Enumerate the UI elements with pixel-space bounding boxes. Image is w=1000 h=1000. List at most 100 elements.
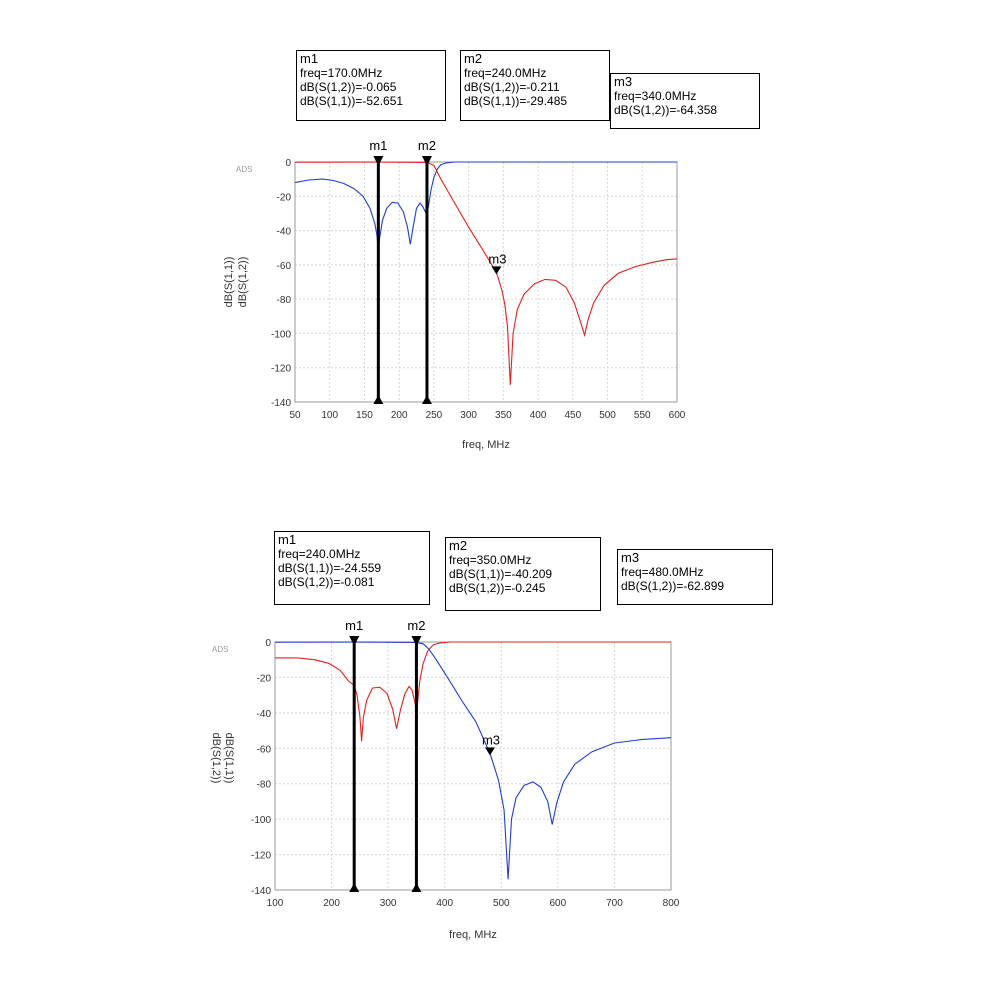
y-tick-label: -100 xyxy=(251,815,271,826)
y-tick-label: -100 xyxy=(271,329,291,340)
y-tick-label: 0 xyxy=(265,638,271,649)
readout-line: freq=340.0MHz xyxy=(614,89,697,103)
y-tick-label: -20 xyxy=(257,673,272,684)
grid xyxy=(294,161,678,403)
y-tick-label: -120 xyxy=(251,851,271,862)
readout-title: m1 xyxy=(300,51,319,66)
readout-line: dB(S(1,2))=-62.899 xyxy=(621,579,725,593)
y-tick-label: -80 xyxy=(277,295,292,306)
readout-line: freq=240.0MHz xyxy=(464,66,547,80)
marker-triangle-top-m1 xyxy=(373,156,384,166)
series-line-dbs12 xyxy=(274,641,672,880)
x-tick-label: 600 xyxy=(550,898,567,909)
readout-line: freq=240.0MHz xyxy=(278,547,361,561)
s-parameter-plot-2: ADS 100 200 300 400 500 600 700 800 0 -20 -40 -60 -80… xyxy=(0,500,1000,1000)
y-axis-label: dB(S(1,1)) xyxy=(223,257,235,308)
marker-label-m2: m2 xyxy=(407,618,425,633)
marker-triangle-m3 xyxy=(491,266,502,275)
readout-title: m2 xyxy=(464,51,483,66)
readout-line: freq=350.0MHz xyxy=(449,553,532,567)
plot-frame xyxy=(294,161,678,403)
x-tick-label: 700 xyxy=(606,898,623,909)
marker-readout-m1: m1 freq=240.0MHz dB(S(1,1))=-24.559 dB(S… xyxy=(274,531,430,605)
marker-triangle-top-m1 xyxy=(349,636,360,646)
readout-line: dB(S(1,2))=-0.065 xyxy=(300,80,397,94)
readout-line: dB(S(1,1))=-52.651 xyxy=(300,94,404,108)
y-tick-label: -40 xyxy=(257,709,272,720)
y-tick-label: -40 xyxy=(277,227,292,238)
marker-triangle-m3 xyxy=(484,747,495,756)
x-tick-label: 300 xyxy=(460,410,477,421)
x-axis-label: freq, MHz xyxy=(449,929,497,941)
y-tick-label: -140 xyxy=(271,398,291,409)
ads-watermark: ADS xyxy=(236,165,252,174)
x-tick-label: 200 xyxy=(391,410,408,421)
marker-label-m3: m3 xyxy=(488,251,506,266)
y-tick-label: -80 xyxy=(257,780,272,791)
marker-triangle-top-m2 xyxy=(421,156,432,166)
x-tick-label: 250 xyxy=(426,410,443,421)
x-tick-label: 500 xyxy=(599,410,616,421)
y-tick-label: -120 xyxy=(271,364,291,375)
marker-label-m1: m1 xyxy=(345,618,363,633)
marker-readout-m2: m2 freq=240.0MHz dB(S(1,2))=-0.211 dB(S(… xyxy=(460,50,610,121)
series-line-dbs11 xyxy=(294,161,677,253)
s-parameter-plot-1: ADS 50 100 150 200 250 300 350 400 450 500 550 600 0 -… xyxy=(223,50,760,451)
x-tick-label: 400 xyxy=(530,410,547,421)
readout-line: freq=480.0MHz xyxy=(621,565,704,579)
y-axis-label: dB(S(1,2)) xyxy=(237,257,249,308)
readout-line: dB(S(1,1))=-29.485 xyxy=(464,94,568,108)
readout-title: m3 xyxy=(621,550,640,565)
readout-line: dB(S(1,2))=-64.358 xyxy=(614,103,718,117)
y-tick-label: -140 xyxy=(251,886,271,897)
marker-readout-m1: m1 freq=170.0MHz dB(S(1,2))=-0.065 dB(S(… xyxy=(296,50,446,121)
marker-triangle-bottom-m1 xyxy=(349,883,360,892)
y-tick-label: 0 xyxy=(285,158,291,169)
readout-line: dB(S(1,1))=-40.209 xyxy=(449,567,553,581)
x-tick-label: 550 xyxy=(634,410,651,421)
marker-triangle-bottom-m2 xyxy=(411,883,422,892)
readout-line: dB(S(1,1))=-24.559 xyxy=(278,561,382,575)
marker-triangle-bottom-m2 xyxy=(421,395,432,404)
y-tick-label: -60 xyxy=(257,744,272,755)
y-axis-label: dB(S(1,1)) xyxy=(223,733,235,784)
plot-2-svg: ADS 100 200 300 400 500 600 700 800 0 -20 -40 -60 -80… xyxy=(210,618,680,941)
y-tick-label: -60 xyxy=(277,261,292,272)
readout-title: m3 xyxy=(614,74,633,89)
x-tick-label: 100 xyxy=(321,410,338,421)
marker-triangle-top-m2 xyxy=(411,636,422,646)
series-line-dbs12 xyxy=(294,161,678,385)
grid xyxy=(274,641,672,891)
x-tick-label: 50 xyxy=(289,410,301,421)
readout-title: m1 xyxy=(278,532,297,547)
x-tick-label: 100 xyxy=(267,898,284,909)
marker-readout-m3: m3 freq=480.0MHz dB(S(1,2))=-62.899 xyxy=(617,549,773,605)
readout-line: dB(S(1,2))=-0.245 xyxy=(449,581,546,595)
marker-triangle-bottom-m1 xyxy=(373,395,384,404)
y-axis-label: dB(S(1,2)) xyxy=(210,733,222,784)
x-tick-label: 150 xyxy=(356,410,373,421)
readout-line: freq=170.0MHz xyxy=(300,66,383,80)
marker-label-m3: m3 xyxy=(482,732,500,747)
plot-1-svg: ADS 50 100 150 200 250 300 350 400 450 500 550 600 0 -… xyxy=(223,138,686,451)
readout-line: dB(S(1,2))=-0.211 xyxy=(464,80,560,94)
x-tick-label: 800 xyxy=(663,898,680,909)
x-tick-label: 500 xyxy=(493,898,510,909)
x-tick-label: 200 xyxy=(323,898,340,909)
readout-title: m2 xyxy=(449,538,468,553)
marker-label-m1: m1 xyxy=(369,138,387,153)
plot-frame xyxy=(274,641,672,891)
y-tick-label: -20 xyxy=(277,192,292,203)
marker-label-m2: m2 xyxy=(418,138,436,153)
x-tick-label: 600 xyxy=(669,410,686,421)
ads-watermark: ADS xyxy=(212,645,228,654)
x-axis-label: freq, MHz xyxy=(462,439,510,451)
x-tick-label: 450 xyxy=(564,410,581,421)
x-tick-label: 300 xyxy=(380,898,397,909)
marker-readout-m2: m2 freq=350.0MHz dB(S(1,1))=-40.209 dB(S… xyxy=(445,537,601,611)
x-tick-label: 400 xyxy=(436,898,453,909)
x-tick-label: 350 xyxy=(495,410,512,421)
marker-readout-m3: m3 freq=340.0MHz dB(S(1,2))=-64.358 xyxy=(610,73,760,129)
series-line-dbs11 xyxy=(275,641,671,742)
readout-line: dB(S(1,2))=-0.081 xyxy=(278,575,375,589)
